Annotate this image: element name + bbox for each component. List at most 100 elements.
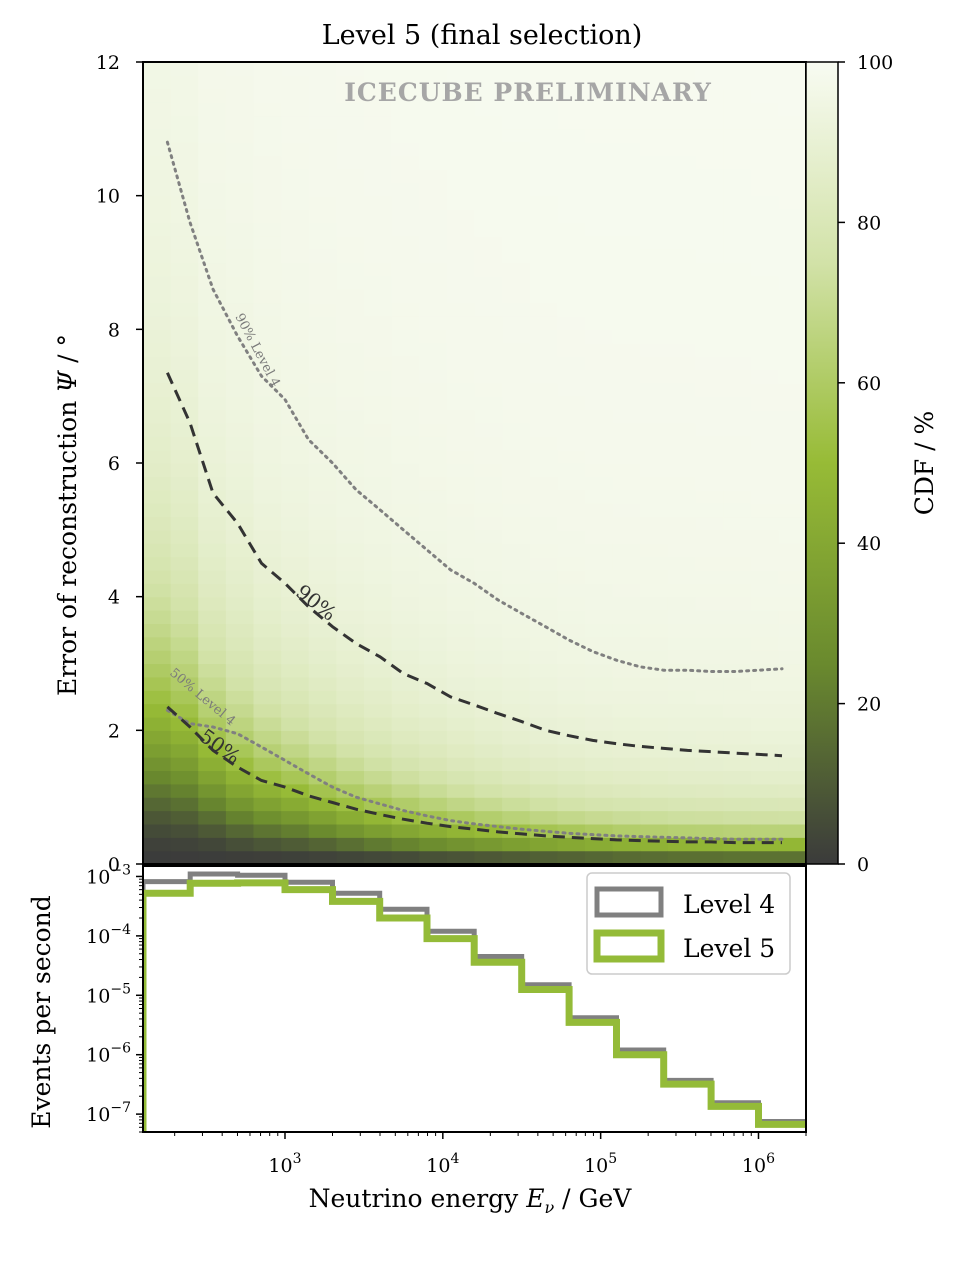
- heatmap-cell: [336, 235, 365, 250]
- heatmap-cell: [336, 623, 365, 638]
- heatmap-cell: [778, 583, 806, 598]
- heatmap-cell: [253, 690, 282, 705]
- heatmap-cell: [612, 556, 641, 571]
- heatmap-cell: [640, 315, 669, 330]
- heatmap-cell: [336, 329, 365, 344]
- heatmap-cell: [667, 556, 697, 571]
- heatmap-cell: [723, 823, 752, 838]
- heatmap-cell: [502, 356, 531, 371]
- heatmap-cell: [778, 663, 806, 678]
- heatmap-cell: [695, 850, 724, 864]
- heatmap-cell: [695, 797, 724, 812]
- heatmap-cell: [281, 837, 310, 852]
- heatmap-cell: [281, 262, 310, 277]
- heatmap-cell: [723, 262, 752, 277]
- heatmap-cell: [253, 797, 282, 812]
- heatmap-cell: [198, 850, 227, 864]
- heatmap-cell: [364, 636, 393, 651]
- heatmap-cell: [723, 676, 752, 691]
- heatmap-cell: [474, 249, 503, 264]
- heatmap-cell: [612, 75, 641, 90]
- heatmap-cell: [446, 770, 476, 785]
- heatmap-cell: [640, 182, 669, 197]
- heatmap-cell: [336, 730, 365, 745]
- heatmap-cell: [170, 676, 199, 691]
- heatmap-cell: [695, 569, 724, 584]
- heatmap-cell: [529, 529, 558, 544]
- heatmap-cell: [364, 463, 393, 477]
- heatmap-cell: [308, 823, 337, 838]
- heatmap-cell: [281, 703, 310, 718]
- heatmap-cell: [640, 716, 669, 731]
- heatmap-cell: [364, 289, 393, 304]
- heatmap-cell: [612, 275, 641, 290]
- heatmap-cell: [778, 516, 806, 531]
- heatmap-cell: [253, 422, 282, 437]
- heatmap-cell: [198, 315, 227, 330]
- heatmap-cell: [391, 369, 420, 384]
- heatmap-cell: [612, 743, 641, 758]
- heatmap-cell: [253, 62, 282, 76]
- heatmap-cell: [446, 529, 476, 544]
- heatmap-cell: [612, 463, 641, 477]
- heatmap-cell: [419, 75, 448, 90]
- heatmap-cell: [585, 289, 614, 304]
- heatmap-cell: [391, 128, 420, 143]
- heatmap-cell: [364, 757, 393, 772]
- heatmap-cell: [364, 275, 393, 290]
- heatmap-cell: [667, 623, 697, 638]
- heatmap-cell: [585, 422, 614, 437]
- heatmap-cell: [225, 222, 255, 237]
- heatmap-cell: [750, 783, 779, 798]
- heatmap-cell: [364, 529, 393, 544]
- heatmap-cell: [750, 75, 779, 90]
- heatmap-cell: [750, 275, 779, 290]
- heatmap-cell: [419, 463, 448, 477]
- heatmap-cell: [446, 75, 476, 90]
- heatmap-cell: [281, 302, 310, 317]
- heatmap-cell: [585, 142, 614, 157]
- heatmap-cell: [281, 128, 310, 143]
- heatmap-cell: [474, 676, 503, 691]
- heatmap-cell: [529, 703, 558, 718]
- heatmap-cell: [225, 102, 255, 117]
- heatmap-cell: [419, 222, 448, 237]
- heatmap-cell: [640, 88, 669, 103]
- heatmap-cell: [502, 88, 531, 103]
- heatmap-cell: [474, 88, 503, 103]
- top-y-tick-label: 0: [108, 854, 120, 876]
- heatmap-cell: [529, 650, 558, 665]
- heatmap-cell: [281, 850, 310, 864]
- heatmap-cell: [143, 182, 172, 197]
- heatmap-cell: [446, 128, 476, 143]
- colorbar-axis: 0 20 40 60 80 100: [838, 52, 893, 876]
- heatmap-cell: [198, 690, 227, 705]
- heatmap-cell: [667, 810, 697, 825]
- heatmap-cell: [253, 436, 282, 451]
- heatmap-cell: [474, 222, 503, 237]
- heatmap-cell: [723, 730, 752, 745]
- heatmap-cell: [502, 289, 531, 304]
- histogram-level-5: [143, 879, 806, 1132]
- heatmap-cell: [502, 62, 531, 76]
- heatmap-cell: [585, 529, 614, 544]
- heatmap-cell: [667, 182, 697, 197]
- heatmap-cell: [778, 623, 806, 638]
- heatmap-cell: [640, 409, 669, 424]
- heatmap-cell: [585, 128, 614, 143]
- heatmap-cell: [585, 569, 614, 584]
- heatmap-cell: [529, 195, 558, 210]
- heatmap-cell: [419, 302, 448, 317]
- heatmap-cell: [391, 716, 420, 731]
- heatmap-cell: [502, 663, 531, 678]
- heatmap-cell: [474, 168, 503, 183]
- heatmap-cell: [308, 329, 337, 344]
- heatmap-cell: [308, 556, 337, 571]
- heatmap-cell: [474, 436, 503, 451]
- heatmap-cell: [750, 235, 779, 250]
- heatmap-cell: [529, 676, 558, 691]
- heatmap-cell: [336, 783, 365, 798]
- heatmap-cell: [170, 168, 199, 183]
- heatmap-cell: [474, 422, 503, 437]
- heatmap-cell: [225, 703, 255, 718]
